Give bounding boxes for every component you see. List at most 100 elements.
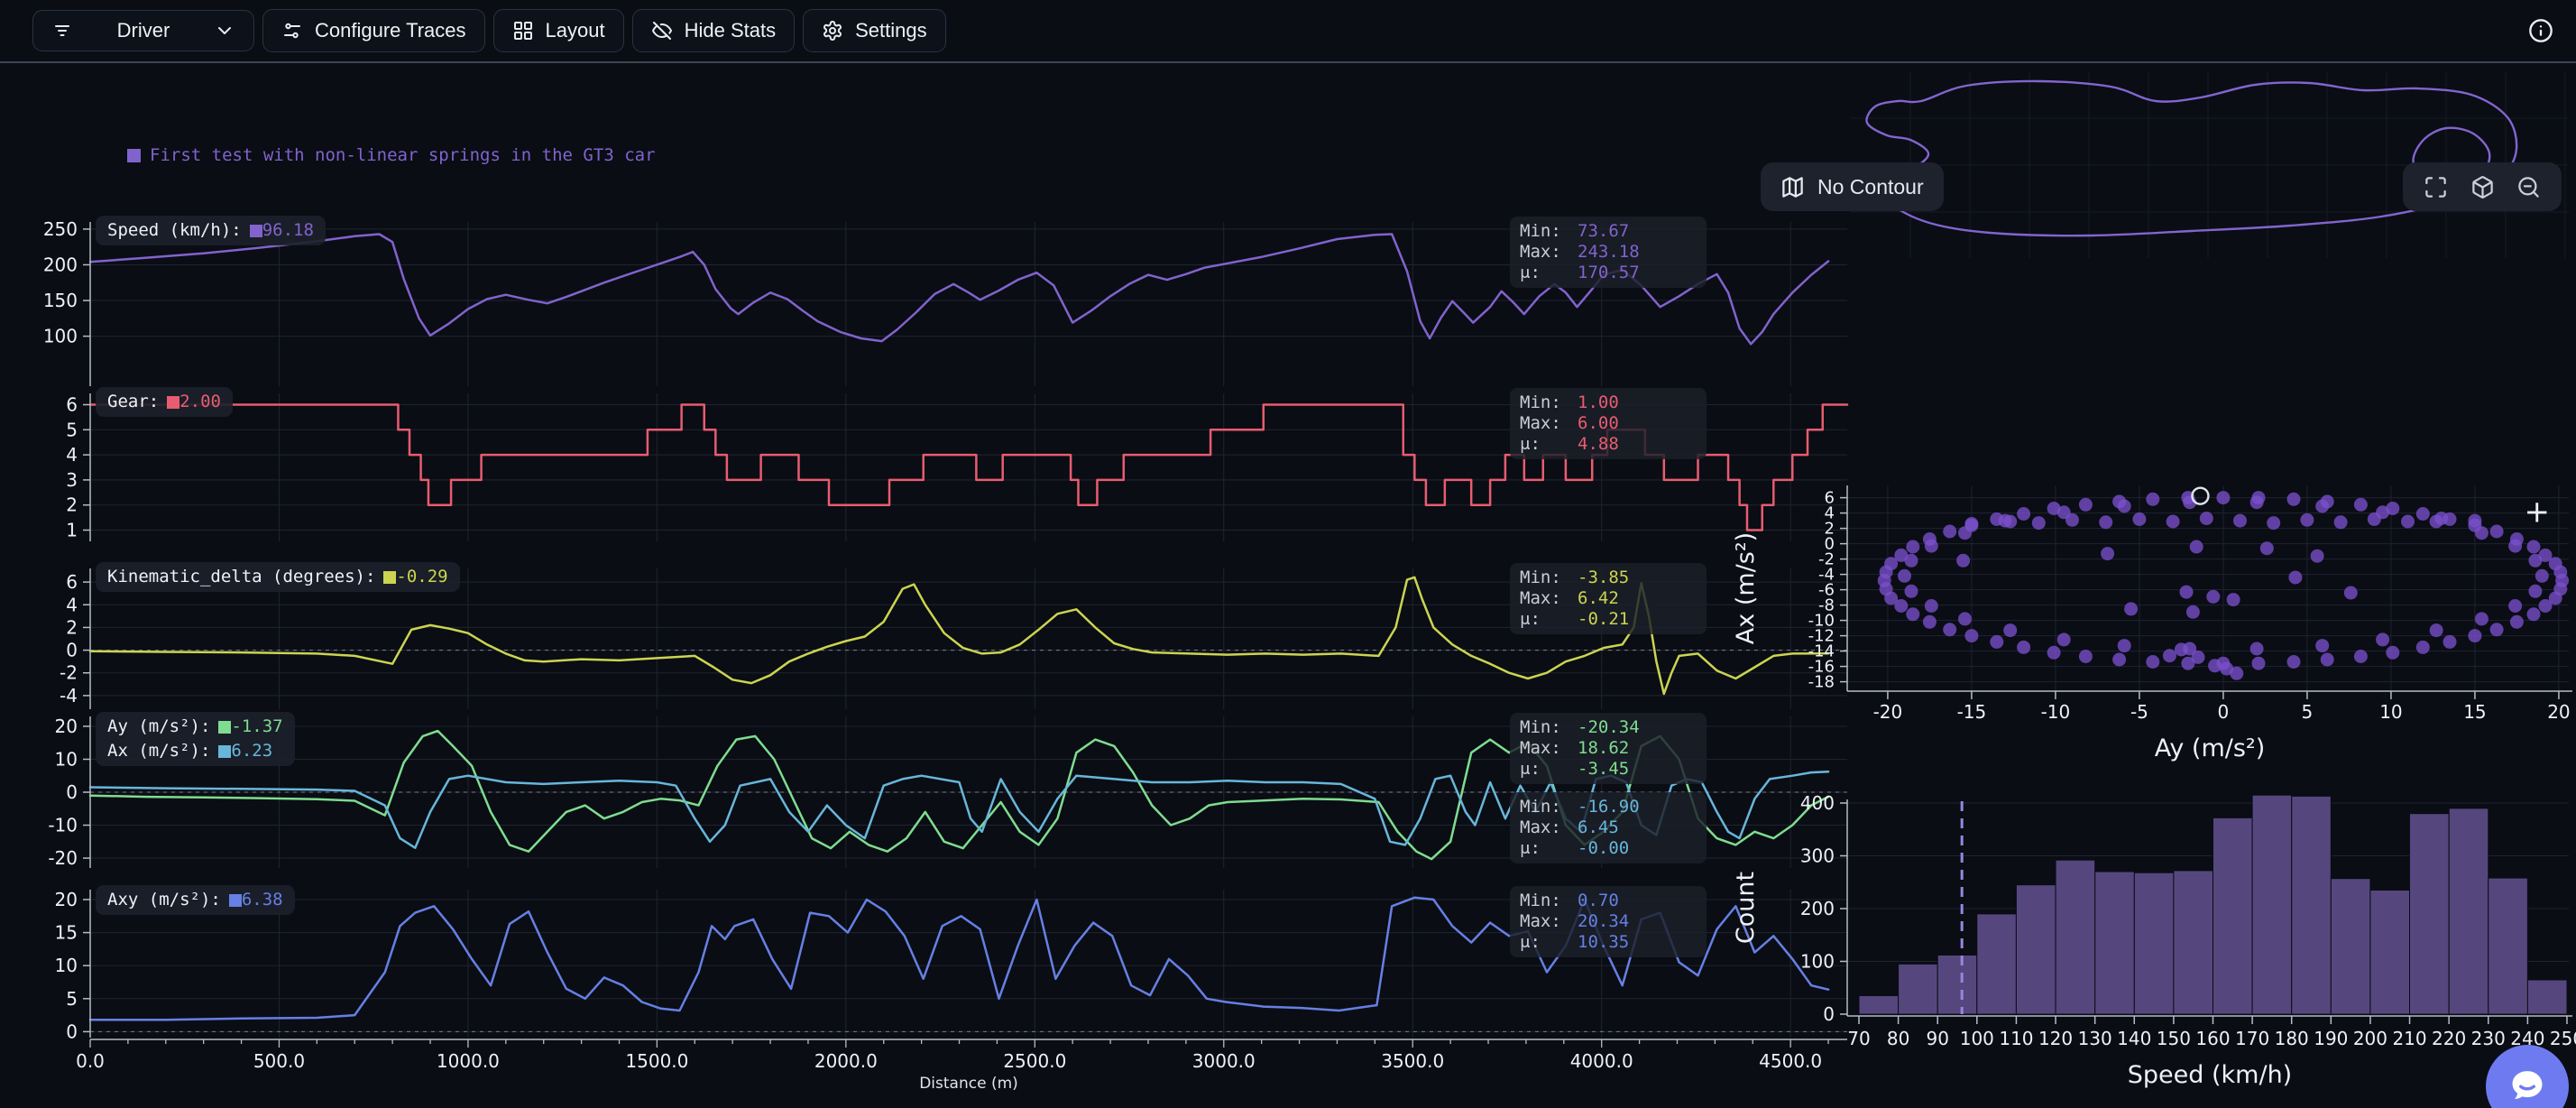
svg-text:5: 5 [66,988,78,1010]
gear-trace [88,403,1849,531]
configure-traces-button[interactable]: Configure Traces [262,9,485,52]
svg-text:Ax (m/s²): Ax (m/s²) [1732,532,1760,644]
svg-text:-6: -6 [1818,581,1835,600]
kinematic-delta-trace-label: Kinematic_delta (degrees): -0.29 [96,562,460,592]
svg-text:210: 210 [2392,1028,2426,1049]
configure-traces-label: Configure Traces [315,19,466,42]
svg-text:250: 250 [43,218,78,240]
svg-text:100: 100 [1800,951,1835,973]
svg-text:-2: -2 [1818,550,1835,569]
driver-dropdown-label: Driver [116,19,170,42]
svg-text:5: 5 [2302,701,2314,723]
histogram-bar [2213,817,2253,1015]
svg-text:5: 5 [66,419,78,440]
driver-dropdown[interactable]: Driver [32,10,254,51]
histogram-bar [2094,871,2135,1015]
svg-text:+: + [2524,494,2550,531]
gear-trace-label: Gear: 2.00 [96,387,233,417]
histogram-bar [2055,859,2096,1015]
chat-icon [2512,1071,2543,1099]
svg-text:140: 140 [2117,1028,2151,1049]
ax-stats: Min: -16.90 Max: 6.45 μ: -0.00 [1510,792,1707,863]
svg-text:90: 90 [1926,1028,1948,1049]
filter-icon [51,20,73,42]
histogram-bar [2448,808,2489,1015]
axy-stats: Min: 0.70 Max: 20.34 μ: 10.35 [1510,886,1707,957]
histogram-bar [2526,979,2568,1015]
histogram-bar [2251,794,2293,1015]
chat-launcher-button[interactable] [2486,1045,2569,1108]
svg-text:2: 2 [66,616,78,638]
layout-button[interactable]: Layout [492,9,624,52]
no-contour-button[interactable]: No Contour [1761,162,1944,211]
settings-button[interactable]: Settings [803,9,946,52]
svg-text:6: 6 [66,571,78,593]
svg-text:Ay (m/s²): Ay (m/s²) [2155,734,2266,762]
svg-text:3: 3 [66,469,78,491]
svg-text:-4: -4 [1818,566,1835,585]
svg-text:6: 6 [1825,489,1835,508]
svg-text:10: 10 [2379,701,2402,723]
svg-text:-2: -2 [60,662,78,684]
histogram-bar [2330,878,2371,1015]
svg-text:400: 400 [1800,792,1835,814]
histogram-bar [2409,813,2450,1015]
svg-text:Distance (m): Distance (m) [919,1075,1018,1093]
svg-text:2500.0: 2500.0 [1003,1050,1066,1072]
toolbar: Driver Configure Traces Layout Hide Stat… [0,0,2576,63]
hide-stats-button[interactable]: Hide Stats [631,9,796,52]
svg-text:100: 100 [1960,1028,1994,1049]
kinematic-swatch [383,570,397,584]
map-modebar [2403,162,2562,211]
fullscreen-icon[interactable] [2423,173,2450,200]
svg-text:0: 0 [66,781,78,803]
svg-text:-5: -5 [2130,701,2148,723]
svg-text:1: 1 [66,519,78,540]
svg-text:-14: -14 [1808,642,1835,661]
svg-text:220: 220 [2432,1028,2466,1049]
legend-swatch [127,148,141,162]
gear-stats: Min: 1.00 Max: 6.00 μ: 4.88 [1510,388,1707,459]
svg-text:200: 200 [43,254,78,275]
svg-text:80: 80 [1887,1028,1909,1049]
svg-text:250: 250 [2550,1028,2576,1049]
svg-text:20: 20 [55,889,78,910]
ay-swatch [218,720,232,734]
svg-text:500.0: 500.0 [253,1050,305,1072]
histogram-bar [1937,955,1978,1015]
ax-swatch [218,744,232,758]
svg-text:100: 100 [43,326,78,347]
speed-swatch [249,224,262,237]
svg-text:15: 15 [2463,701,2486,723]
map-icon [1782,176,1803,198]
svg-text:230: 230 [2471,1028,2506,1049]
histogram-bar [2015,884,2056,1015]
speed-stats: Min: 73.67 Max: 243.18 μ: 170.57 [1510,217,1707,288]
svg-text:0: 0 [2218,701,2230,723]
svg-text:-18: -18 [1808,673,1835,692]
speed-subplot: 250 200 150 100 [43,218,1847,386]
speed-trace [88,233,1830,346]
info-button[interactable] [2525,15,2556,46]
trace-legend-item[interactable]: First test with non-linear springs in th… [127,145,656,165]
svg-text:170: 170 [2235,1028,2269,1049]
svg-text:10: 10 [55,955,78,976]
svg-text:1000.0: 1000.0 [437,1050,500,1072]
svg-text:160: 160 [2195,1028,2230,1049]
svg-text:20: 20 [55,716,78,737]
cube-3d-icon[interactable] [2469,173,2496,200]
svg-text:3000.0: 3000.0 [1192,1050,1256,1072]
gear-swatch [167,395,180,409]
kinematic-delta-stats: Min: -3.85 Max: 6.42 μ: -0.21 [1510,563,1707,634]
current-point-marker [2191,486,2210,505]
grid-icon [512,20,534,42]
axy-trace-label: Axy (m/s²): 6.38 [96,885,295,915]
svg-text:6: 6 [66,394,78,416]
svg-text:190: 190 [2314,1028,2348,1049]
svg-text:0: 0 [66,640,78,661]
svg-text:Speed (km/h): Speed (km/h) [2128,1061,2292,1089]
svg-text:0: 0 [66,1020,78,1042]
zoom-out-icon[interactable] [2516,173,2543,200]
